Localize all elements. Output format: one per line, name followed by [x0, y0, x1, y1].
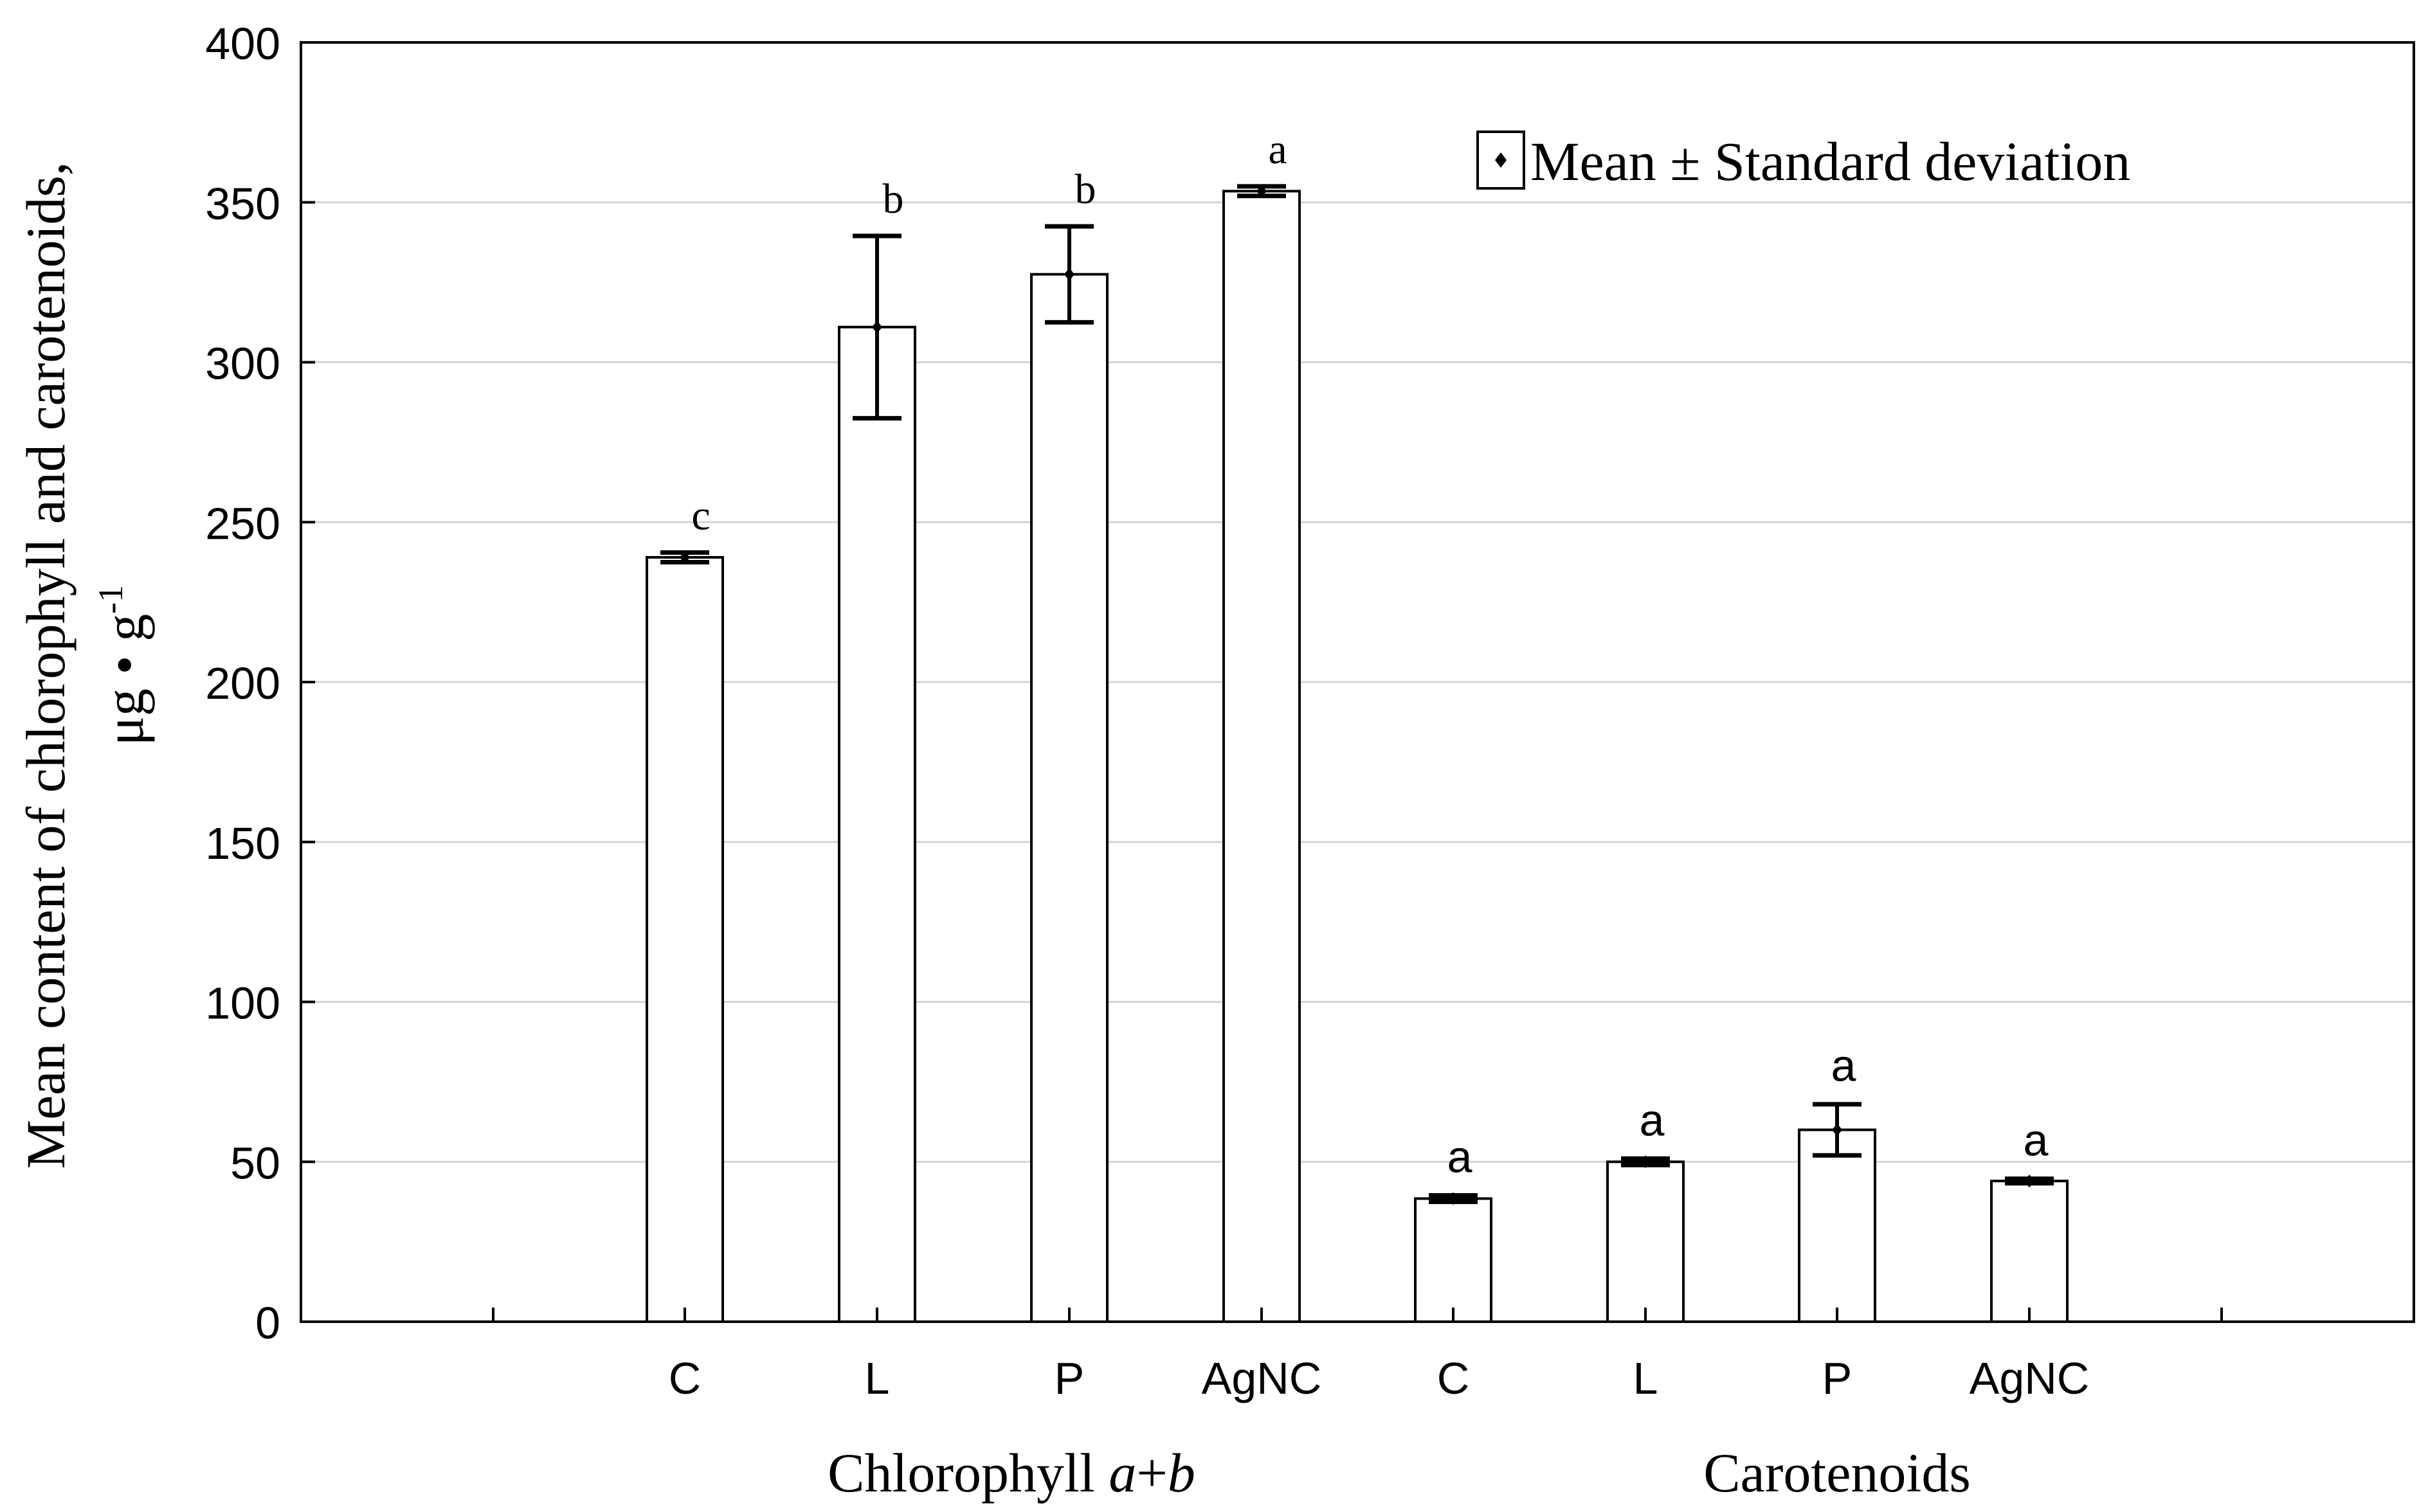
- legend-label: Mean ± Standard deviation: [1530, 130, 2130, 192]
- y-axis-title-unit: μg • g-1: [91, 585, 155, 746]
- x-tick-label: C: [669, 1353, 702, 1403]
- significance-letter: b: [883, 176, 904, 222]
- legend: Mean ± Standard deviation: [1476, 130, 2130, 192]
- bar: [1222, 190, 1301, 1323]
- y-axis-unit-text: μg • g: [93, 614, 155, 746]
- significance-letter: a: [2024, 1115, 2049, 1166]
- x-tick-label: C: [1437, 1353, 1470, 1403]
- x-tick-label: L: [865, 1353, 890, 1403]
- x-tick-label: AgNC: [1970, 1353, 2090, 1403]
- gridlines: [301, 201, 2414, 1163]
- group-label-chlorophyll: Chlorophyll a+b: [828, 1442, 1195, 1504]
- mean-marker-icon: [872, 320, 882, 334]
- significance-letter: a: [1447, 1131, 1472, 1182]
- group-label-chlorophyll-plus: +: [1136, 1442, 1168, 1504]
- significance-letter: a: [1640, 1095, 1665, 1145]
- y-tick-label: 400: [205, 19, 280, 69]
- significance-letter: a: [1268, 126, 1287, 173]
- bars: c b b a a a a a: [646, 126, 2069, 1324]
- x-tick-label: P: [1055, 1353, 1085, 1403]
- mean-marker-icon: [1640, 1155, 1651, 1169]
- group-label-chlorophyll-prefix: Chlorophyll: [828, 1442, 1109, 1504]
- legend-marker-icon: [1495, 152, 1507, 168]
- mean-marker-icon: [1832, 1123, 1842, 1137]
- bar: [1030, 273, 1109, 1323]
- y-tick-label: 250: [205, 498, 280, 548]
- bar: [646, 555, 724, 1323]
- mean-marker-icon: [1064, 267, 1074, 281]
- bar: [1606, 1160, 1685, 1323]
- mean-marker-icon: [680, 550, 690, 564]
- y-tick-label: 50: [230, 1138, 280, 1188]
- x-tick-label: L: [1633, 1353, 1658, 1403]
- bar: [1414, 1197, 1492, 1324]
- group-label-carotenoids: Carotenoids: [1703, 1442, 1971, 1504]
- significance-letter: a: [1831, 1041, 1856, 1091]
- y-tick-label: 0: [255, 1298, 280, 1348]
- group-label-chlorophyll-a: a: [1109, 1442, 1136, 1504]
- y-axis-title-line1: Mean content of chlorophyll and caroteno…: [15, 162, 77, 1169]
- x-tick-label: AgNC: [1202, 1353, 1322, 1403]
- y-tick-label: 100: [205, 978, 280, 1029]
- mean-marker-icon: [2024, 1174, 2034, 1188]
- y-tick-label: 200: [205, 658, 280, 708]
- mean-marker-icon: [1448, 1192, 1458, 1205]
- bar: [838, 325, 916, 1323]
- axis-ticks: [300, 41, 2415, 1323]
- y-axis-unit-exponent: -1: [91, 585, 130, 614]
- group-label-chlorophyll-b: b: [1168, 1442, 1195, 1504]
- mean-marker-icon: [1256, 184, 1267, 198]
- significance-letter: b: [1075, 166, 1096, 213]
- significance-letter: c: [691, 492, 710, 539]
- x-tick-label: P: [1822, 1353, 1853, 1403]
- y-tick-label: 150: [205, 818, 280, 869]
- y-tick-label: 300: [205, 339, 280, 389]
- bar: [1990, 1180, 2069, 1323]
- y-tick-label: 350: [205, 179, 280, 229]
- axis-labels: 0 50 100 150 200 250 300 350 400 C L P AgNC C L P AgNC: [205, 19, 2089, 1403]
- bar: [1798, 1128, 1876, 1323]
